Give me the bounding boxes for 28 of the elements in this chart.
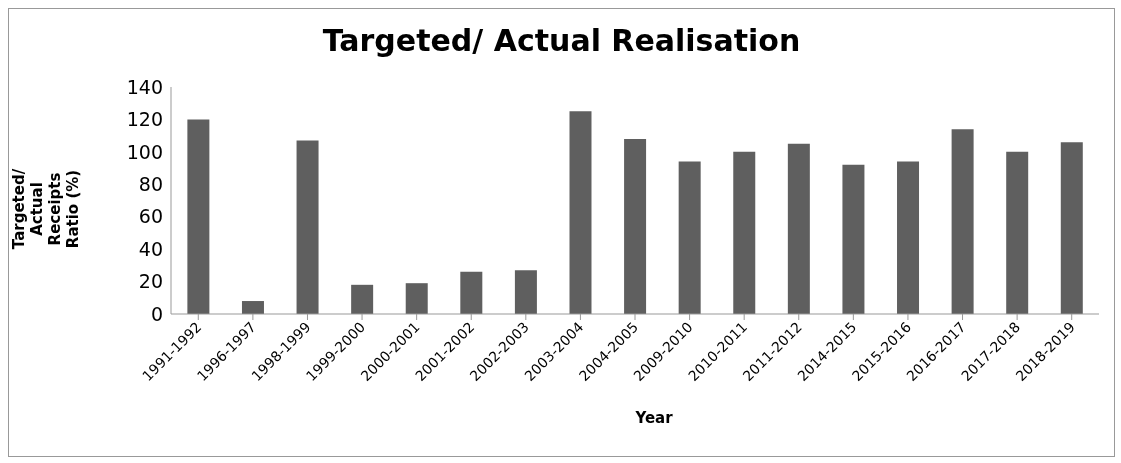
y-tick-label: 0 <box>150 302 163 325</box>
bar <box>514 270 537 314</box>
bar <box>733 151 756 314</box>
y-tick-label: 140 <box>126 75 163 98</box>
y-axis-title: Targeted/ Actual Receipts Ratio (%) <box>10 168 83 250</box>
y-tick-label: 80 <box>138 173 163 196</box>
bar <box>187 119 210 314</box>
x-axis-title: Year <box>634 409 674 427</box>
y-tick-label: 60 <box>138 205 163 228</box>
bar <box>296 140 319 314</box>
bar <box>842 164 865 314</box>
y-tick-label: 120 <box>126 108 163 131</box>
bar <box>351 284 374 314</box>
bar <box>241 301 264 314</box>
bar <box>460 271 483 314</box>
bar <box>897 161 920 314</box>
bar <box>569 111 592 314</box>
bar <box>405 283 428 314</box>
bar <box>951 129 974 314</box>
bar <box>624 138 647 314</box>
y-tick-label: 40 <box>138 237 163 260</box>
bar <box>1060 142 1083 314</box>
chart-title: Targeted/ Actual Realisation <box>321 23 802 58</box>
y-tick-label: 100 <box>126 140 163 163</box>
y-tick-label: 20 <box>138 270 163 293</box>
bar <box>678 161 701 314</box>
bar <box>1006 151 1029 314</box>
bar <box>787 143 810 314</box>
